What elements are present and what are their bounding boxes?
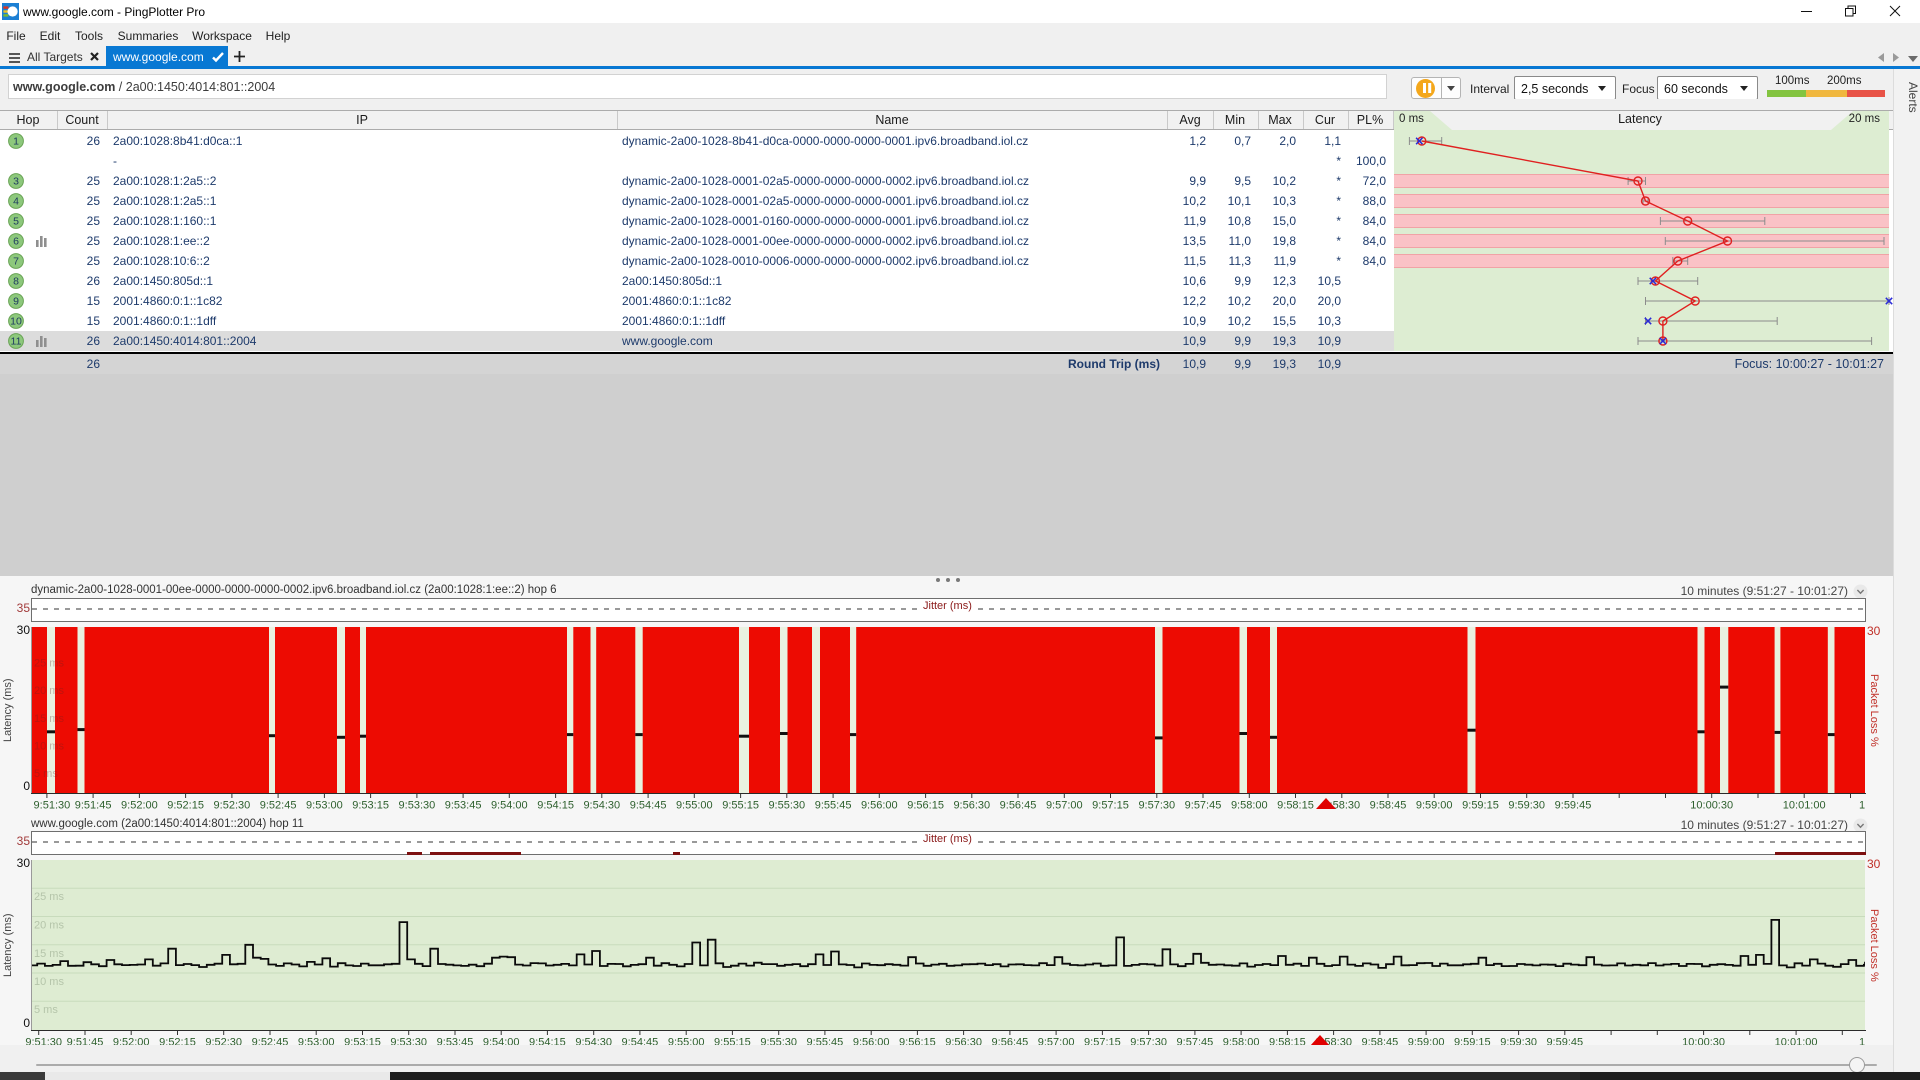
svg-text:11: 11 [11,336,22,348]
svg-text:9:56:45: 9:56:45 [1000,800,1037,812]
svg-text:9:57:00: 9:57:00 [1046,800,1083,812]
svg-text:9:52:15: 9:52:15 [167,800,204,812]
svg-text:9:56:00: 9:56:00 [861,800,898,812]
svg-text:10 ms: 10 ms [34,976,64,988]
svg-text:5 ms: 5 ms [34,1004,58,1016]
svg-text:9:53:15: 9:53:15 [352,800,389,812]
svg-text:20 ms: 20 ms [34,685,64,697]
svg-text:9:56:30: 9:56:30 [953,800,990,812]
svg-text:5: 5 [13,216,19,228]
svg-text:9:58:00: 9:58:00 [1231,800,1268,812]
svg-text:9:53:45: 9:53:45 [445,800,482,812]
svg-text:1: 1 [13,136,19,148]
svg-text:9:58:15: 9:58:15 [1277,800,1314,812]
svg-text:9:52:30: 9:52:30 [214,800,251,812]
svg-text:9:59:00: 9:59:00 [1416,800,1453,812]
svg-text:15 ms: 15 ms [34,713,64,725]
svg-text:5 ms: 5 ms [34,768,58,780]
svg-text:9:54:45: 9:54:45 [630,800,667,812]
svg-text:9:53:00: 9:53:00 [306,800,343,812]
svg-text:9:54:15: 9:54:15 [537,800,574,812]
svg-text:9:58:45: 9:58:45 [1370,800,1407,812]
svg-text:9: 9 [13,296,19,308]
svg-text:9:59:45: 9:59:45 [1555,800,1592,812]
svg-text:9:57:30: 9:57:30 [1138,800,1175,812]
svg-text:9:59:15: 9:59:15 [1462,800,1499,812]
svg-text:9:56:15: 9:56:15 [907,800,944,812]
svg-text:10: 10 [10,316,22,328]
svg-text:10 ms: 10 ms [34,740,64,752]
svg-text:1: 1 [1859,1037,1865,1049]
svg-text:25 ms: 25 ms [34,891,64,903]
svg-text:9:54:00: 9:54:00 [491,800,528,812]
svg-text:9:55:30: 9:55:30 [768,800,805,812]
svg-text:10:01:00: 10:01:00 [1783,800,1826,812]
svg-text:9:51:45: 9:51:45 [75,800,112,812]
svg-text:9:52:45: 9:52:45 [260,800,297,812]
svg-text:4: 4 [13,196,19,208]
svg-text:9:52:00: 9:52:00 [121,800,158,812]
svg-text:9:59:30: 9:59:30 [1508,800,1545,812]
svg-text:6: 6 [13,236,19,248]
svg-text:15 ms: 15 ms [34,948,64,960]
svg-text:20 ms: 20 ms [34,920,64,932]
svg-text:9:51:30: 9:51:30 [34,800,71,812]
svg-text:8: 8 [13,276,19,288]
svg-text:9:54:30: 9:54:30 [583,800,620,812]
svg-text:9:57:15: 9:57:15 [1092,800,1129,812]
svg-text:25 ms: 25 ms [34,658,64,670]
svg-text:7: 7 [13,256,19,268]
svg-text:3: 3 [13,176,19,188]
svg-text:9:57:45: 9:57:45 [1185,800,1222,812]
svg-text:10:00:30: 10:00:30 [1690,800,1733,812]
svg-text:9:55:00: 9:55:00 [676,800,713,812]
svg-text:9:53:30: 9:53:30 [399,800,436,812]
svg-text:9:55:15: 9:55:15 [722,800,759,812]
svg-text:1: 1 [1859,800,1865,812]
svg-text:9:55:45: 9:55:45 [815,800,852,812]
